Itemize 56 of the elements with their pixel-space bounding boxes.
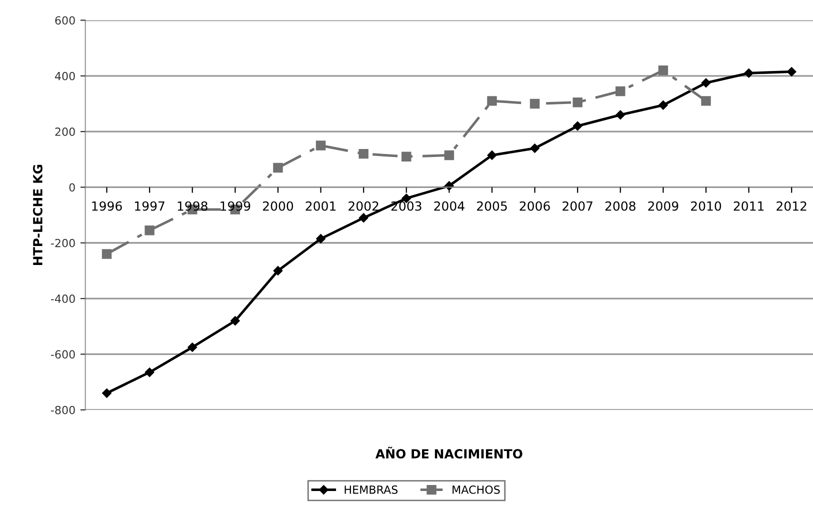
y-tick-label: 600 (55, 16, 75, 25)
point (786, 67, 796, 76)
point (358, 148, 368, 159)
point (402, 152, 412, 162)
y-tick-label: -200 (50, 238, 75, 248)
x-tick-label: 2010 (691, 201, 722, 211)
x-tick-label: 2003 (391, 201, 422, 211)
point (701, 96, 711, 106)
point (487, 96, 497, 106)
point (273, 266, 283, 276)
y-tick-label: 400 (54, 72, 75, 80)
y-tick-label: -600 (50, 350, 75, 359)
point (487, 150, 497, 160)
point (273, 162, 283, 173)
point (316, 140, 326, 150)
point (572, 97, 582, 108)
x-tick-label: 2007 (562, 201, 592, 211)
x-tick-label: 2011 (734, 201, 764, 211)
point (144, 368, 154, 377)
x-tick-label: 1997 (135, 201, 164, 211)
point (230, 316, 240, 326)
point (572, 121, 582, 131)
x-tick-label: 2009 (648, 201, 678, 211)
point (444, 150, 454, 160)
point (658, 100, 668, 110)
y-tick-label: -400 (50, 294, 75, 303)
y-axis-title: HTP-LECHE KG (32, 164, 42, 265)
y-tick-label: 0 (69, 183, 75, 192)
x-axis-title: AÑO DE NACIMIENTO (375, 446, 522, 458)
x-tick-label: 1999 (220, 201, 250, 211)
point (102, 388, 112, 398)
point (744, 68, 754, 78)
x-tick-label: 2005 (476, 201, 507, 211)
y-tick-label: 200 (55, 128, 75, 136)
legend-label: HEMBRAS (344, 485, 398, 494)
point (616, 110, 626, 120)
x-tick-label: 2000 (262, 201, 294, 211)
point (102, 249, 112, 259)
x-tick-label: 2008 (605, 201, 636, 211)
point (144, 225, 154, 236)
point (658, 65, 668, 76)
x-tick-label: 2004 (434, 201, 464, 211)
y-tick-label: -800 (50, 406, 75, 414)
legend-label: MACHOS (452, 485, 500, 494)
point (316, 234, 326, 244)
x-tick-label: 2012 (776, 201, 806, 211)
x-tick-label: 2002 (348, 201, 378, 211)
x-tick-label: 2001 (306, 201, 336, 211)
point (358, 213, 368, 222)
point (701, 78, 711, 88)
x-tick-label: 2006 (520, 201, 550, 211)
point (530, 98, 540, 109)
x-tick-label: 1996 (92, 201, 122, 211)
point (530, 144, 540, 153)
point (616, 86, 626, 96)
point (188, 342, 197, 352)
